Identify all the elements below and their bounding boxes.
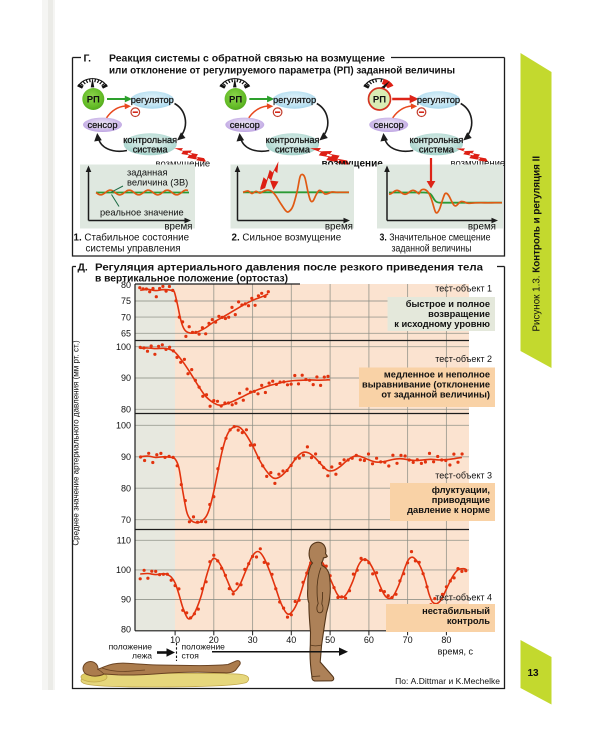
svg-text:80: 80: [121, 483, 131, 493]
svg-text:2. Сильное возмущение: 2. Сильное возмущение: [232, 233, 342, 244]
svg-text:70: 70: [403, 635, 413, 645]
svg-text:сенсор: сенсор: [230, 120, 260, 130]
svg-text:заданной величины: заданной величины: [392, 244, 472, 255]
svg-text:80: 80: [121, 405, 131, 415]
svg-text:давление к норме: давление к норме: [407, 505, 490, 515]
svg-text:время: время: [468, 221, 496, 232]
svg-text:контроль: контроль: [447, 616, 490, 626]
svg-text:100: 100: [116, 342, 131, 352]
svg-text:регулятор: регулятор: [273, 95, 316, 105]
svg-text:приводящие: приводящие: [432, 495, 490, 505]
svg-text:Рисунок 1.3. Контроль и регуля: Рисунок 1.3. Контроль и регуляция II: [532, 156, 543, 332]
svg-text:100: 100: [116, 565, 131, 575]
svg-text:от заданной величины): от заданной величины): [381, 390, 490, 400]
svg-text:системы управления: системы управления: [86, 244, 181, 255]
svg-text:нестабильный: нестабильный: [422, 606, 490, 616]
svg-text:65: 65: [121, 329, 131, 339]
svg-text:Регуляция артериального давлен: Регуляция артериального давления после р…: [95, 263, 483, 274]
svg-text:флуктуации,: флуктуации,: [432, 485, 490, 495]
svg-text:80: 80: [121, 280, 131, 290]
svg-text:сенсор: сенсор: [87, 120, 117, 130]
svg-text:РП: РП: [229, 95, 242, 106]
svg-text:возвращение: возвращение: [428, 309, 490, 319]
svg-text:время: время: [164, 221, 192, 232]
svg-text:тест-объект 2: тест-объект 2: [435, 354, 492, 364]
svg-text:110: 110: [117, 536, 131, 546]
svg-text:40: 40: [286, 635, 296, 645]
svg-text:70: 70: [121, 515, 131, 525]
svg-text:10: 10: [170, 635, 180, 645]
svg-text:30: 30: [248, 635, 258, 645]
svg-text:быстрое и полное: быстрое и полное: [406, 299, 490, 309]
svg-text:Среднее значение артериального: Среднее значение артериального давления …: [72, 340, 81, 546]
svg-text:тест-объект 3: тест-объект 3: [435, 471, 492, 481]
svg-text:контрольная: контрольная: [123, 135, 177, 145]
svg-text:регулятор: регулятор: [131, 95, 174, 105]
svg-text:РП: РП: [373, 95, 386, 106]
svg-text:или отклонение от регулируемог: или отклонение от регулируемого параметр…: [109, 66, 455, 77]
svg-text:выравнивание (отклонение: выравнивание (отклонение: [362, 380, 490, 390]
svg-text:80: 80: [441, 635, 451, 645]
svg-text:положение: положение: [109, 642, 153, 652]
svg-text:90: 90: [121, 452, 131, 462]
svg-text:реальное значение: реальное значение: [100, 208, 184, 218]
svg-text:регулятор: регулятор: [417, 95, 460, 105]
svg-text:время: время: [325, 221, 353, 232]
svg-text:к исходному уровню: к исходному уровню: [394, 319, 490, 329]
svg-text:система: система: [275, 144, 311, 154]
svg-text:75: 75: [121, 296, 131, 306]
svg-text:По: A.Dittmar и K.Mechelke: По: A.Dittmar и K.Mechelke: [395, 676, 500, 686]
svg-text:система: система: [133, 144, 169, 154]
svg-text:тест-объект 4: тест-объект 4: [435, 593, 492, 603]
svg-text:заданная: заданная: [127, 167, 168, 177]
svg-text:стоя: стоя: [182, 651, 200, 661]
svg-text:в вертикальное положение (орто: в вертикальное положение (ортостаз): [95, 274, 288, 285]
svg-text:возмущение: возмущение: [451, 158, 506, 169]
svg-text:возмущение: возмущение: [322, 159, 384, 170]
svg-text:контрольная: контрольная: [266, 135, 320, 145]
svg-text:величина (ЗВ): величина (ЗВ): [127, 177, 188, 187]
svg-text:возмущение: возмущение: [156, 159, 211, 170]
svg-text:3. Значительное смещение: 3. Значительное смещение: [380, 233, 491, 244]
svg-text:80: 80: [121, 624, 131, 634]
svg-text:100: 100: [116, 421, 131, 431]
svg-text:тест-объект 1: тест-объект 1: [435, 284, 492, 294]
svg-text:медленное и неполное: медленное и неполное: [384, 370, 490, 380]
svg-text:контрольная: контрольная: [409, 135, 463, 145]
svg-text:70: 70: [121, 312, 131, 322]
svg-text:положение: положение: [182, 642, 226, 652]
svg-text:Реакция системы с обратной свя: Реакция системы с обратной связью на воз…: [109, 53, 385, 65]
svg-text:время, с: время, с: [438, 647, 474, 657]
svg-text:90: 90: [121, 373, 131, 383]
svg-text:Д.: Д.: [78, 263, 88, 274]
svg-text:90: 90: [121, 595, 131, 605]
svg-text:сенсор: сенсор: [374, 120, 404, 130]
svg-text:13: 13: [527, 668, 539, 679]
svg-text:лежа: лежа: [132, 651, 152, 661]
svg-text:система: система: [419, 144, 455, 154]
svg-text:1. Стабильное состояние: 1. Стабильное состояние: [74, 233, 190, 244]
svg-text:Г.: Г.: [84, 54, 92, 65]
svg-text:50: 50: [325, 635, 335, 645]
svg-text:РП: РП: [87, 95, 100, 106]
svg-text:20: 20: [209, 635, 219, 645]
svg-text:60: 60: [364, 635, 374, 645]
